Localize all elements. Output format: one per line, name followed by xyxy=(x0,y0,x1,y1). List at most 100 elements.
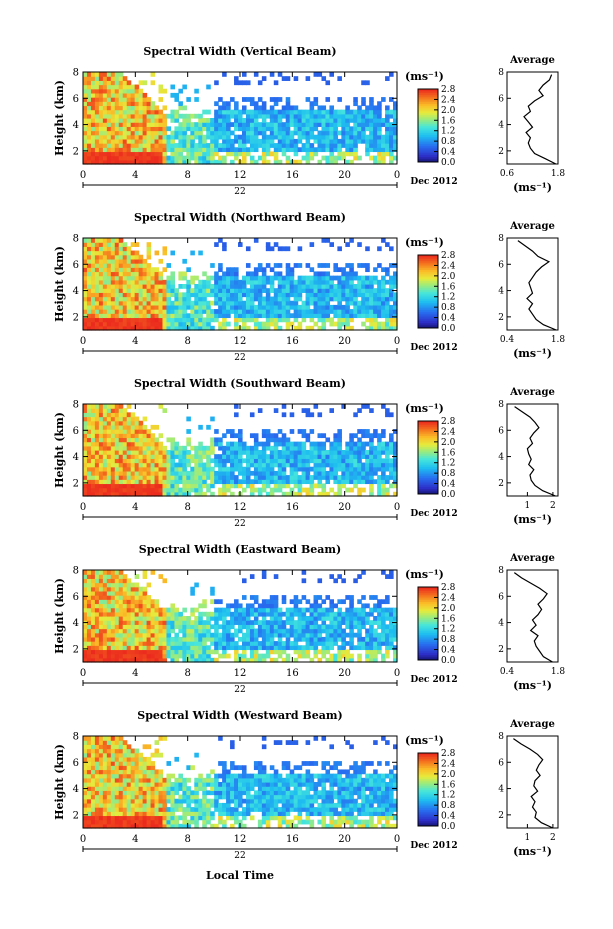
heatmap-cell xyxy=(226,603,231,609)
heatmap-cell xyxy=(126,84,132,90)
heatmap-cell xyxy=(206,424,211,430)
heatmap-cell xyxy=(110,143,116,148)
heatmap-cell xyxy=(353,138,358,144)
heatmap-cell xyxy=(329,454,334,459)
heatmap-cell xyxy=(210,483,215,489)
heatmap-cell xyxy=(90,275,96,281)
heatmap-cell xyxy=(369,317,374,323)
heatmap-cell xyxy=(353,118,358,123)
heatmap-cell xyxy=(389,445,394,451)
heatmap-cell xyxy=(293,296,299,302)
heatmap-cell xyxy=(154,470,160,476)
heatmap-cell xyxy=(265,599,271,605)
heatmap-cell xyxy=(329,487,334,493)
heatmap-cell xyxy=(142,595,148,600)
colorbar-segment xyxy=(418,96,438,99)
heatmap-cell xyxy=(170,147,176,153)
heatmap-cell xyxy=(381,620,386,625)
heatmap-cell xyxy=(154,138,160,144)
heatmap-cell xyxy=(110,147,116,153)
heatmap-cell xyxy=(178,313,183,319)
heatmap-cell xyxy=(83,258,88,264)
heatmap-cell xyxy=(122,595,128,600)
heatmap-cell xyxy=(178,309,183,314)
heatmap-cell xyxy=(257,279,263,285)
heatmap-cell xyxy=(297,284,303,289)
heatmap-cell xyxy=(281,304,287,310)
heatmap-cell xyxy=(206,155,211,161)
heatmap-cell xyxy=(182,134,187,140)
heatmap-cell xyxy=(118,325,124,331)
heatmap-cell xyxy=(389,483,394,489)
heatmap-cell xyxy=(349,113,354,119)
heatmap-cell xyxy=(273,109,279,115)
heatmap-cell xyxy=(174,636,179,642)
heatmap-cell xyxy=(393,636,398,642)
heatmap-cell xyxy=(194,450,199,455)
heatmap-cell xyxy=(110,246,116,252)
heatmap-cell xyxy=(381,118,386,123)
heatmap-cell xyxy=(90,657,96,663)
heatmap-cell xyxy=(114,134,120,140)
heatmap-cell xyxy=(142,325,148,331)
heatmap-cell xyxy=(102,616,108,621)
heatmap-cell xyxy=(309,279,315,285)
heatmap-cell xyxy=(118,122,124,127)
heatmap-cell xyxy=(210,470,215,476)
heatmap-cell xyxy=(138,101,144,107)
heatmap-cell xyxy=(285,437,291,443)
heatmap-cell xyxy=(198,603,203,609)
heatmap-cell xyxy=(353,109,358,115)
heatmap-cell xyxy=(146,313,152,319)
colorbar-segment xyxy=(418,654,438,657)
heatmap-cell xyxy=(357,408,362,413)
heatmap-cell xyxy=(190,466,195,472)
heatmap-cell xyxy=(325,475,331,480)
heatmap-cell xyxy=(241,649,247,655)
heatmap-cell xyxy=(90,313,96,319)
heatmap-cell xyxy=(114,420,120,426)
heatmap-cell xyxy=(118,624,124,630)
heatmap-cell xyxy=(309,441,315,447)
heatmap-cell xyxy=(98,620,104,625)
heatmap-cell xyxy=(245,97,251,102)
heatmap-cell xyxy=(98,242,104,247)
heatmap-cell xyxy=(385,466,390,472)
heatmap-cell xyxy=(150,155,156,161)
heatmap-cell xyxy=(349,238,354,243)
heatmap-cell xyxy=(353,479,358,485)
heatmap-cell xyxy=(329,143,334,148)
heatmap-cell xyxy=(385,288,390,293)
heatmap-cell xyxy=(369,483,374,489)
heatmap-cell xyxy=(166,288,172,293)
heatmap-cell xyxy=(333,466,338,472)
heatmap-cell xyxy=(206,275,211,281)
heatmap-cell xyxy=(154,458,160,464)
heatmap-cell xyxy=(389,113,394,119)
heatmap-cell xyxy=(178,300,183,306)
heatmap-cell xyxy=(385,279,390,285)
heatmap-cell xyxy=(114,325,120,331)
heatmap-cell xyxy=(365,296,370,302)
heatmap-cell xyxy=(297,429,303,434)
heatmap-cell xyxy=(389,450,394,455)
heatmap-cell xyxy=(281,309,287,314)
heatmap-cell xyxy=(345,271,350,277)
heatmap-cell xyxy=(385,462,390,468)
heatmap-cell xyxy=(222,433,227,439)
heatmap-cell xyxy=(86,616,92,621)
heatmap-cell xyxy=(297,645,303,651)
heatmap-cell xyxy=(138,466,144,472)
heatmap-cell xyxy=(253,271,259,277)
heatmap-cell xyxy=(106,416,112,422)
heatmap-cell xyxy=(369,300,374,306)
heatmap-cell xyxy=(357,632,362,638)
heatmap-cell xyxy=(210,590,215,596)
heatmap-cell xyxy=(114,408,120,413)
heatmap-cell xyxy=(389,284,394,289)
heatmap-cell xyxy=(333,113,338,119)
heatmap-cell xyxy=(130,92,136,98)
heatmap-cell xyxy=(301,433,307,439)
heatmap-cell xyxy=(114,603,120,609)
heatmap-cell xyxy=(389,313,394,319)
